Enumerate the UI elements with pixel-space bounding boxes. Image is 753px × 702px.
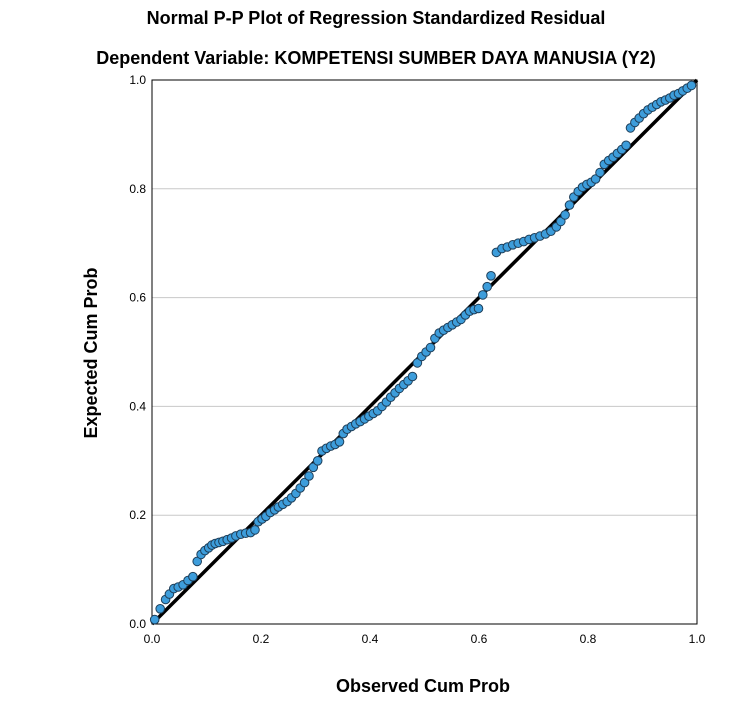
- chart-title: Normal P-P Plot of Regression Standardiz…: [147, 8, 606, 28]
- data-point: [686, 80, 697, 91]
- y-tick-label: 0.0: [129, 617, 146, 631]
- x-tick-label: 0.0: [144, 632, 161, 646]
- x-tick-labels: 0.0 0.2 0.4 0.6 0.8 1.0: [144, 632, 706, 646]
- data-point: [250, 525, 260, 535]
- data-point: [595, 167, 605, 178]
- data-point: [304, 471, 314, 481]
- data-point: [482, 281, 493, 292]
- data-point: [412, 358, 423, 368]
- y-tick-labels: 0.0 0.2 0.4 0.6 0.8 1.0: [129, 73, 146, 631]
- x-tick-label: 1.0: [689, 632, 706, 646]
- data-point: [188, 571, 198, 582]
- data-points: [149, 80, 697, 625]
- data-point: [556, 216, 566, 227]
- x-axis-label: Observed Cum Prob: [336, 676, 510, 696]
- data-point: [621, 140, 631, 151]
- data-point: [560, 210, 570, 220]
- x-tick-label: 0.2: [253, 632, 270, 646]
- data-point: [473, 303, 484, 314]
- y-tick-label: 0.4: [129, 399, 146, 413]
- data-point: [149, 614, 160, 625]
- grid-lines: [152, 188, 697, 516]
- data-point: [478, 290, 488, 300]
- data-point: [564, 200, 575, 210]
- data-point: [334, 437, 345, 447]
- data-point: [308, 462, 319, 473]
- data-point: [155, 604, 165, 614]
- data-point: [312, 456, 323, 466]
- x-tick-label: 0.8: [580, 632, 597, 646]
- x-tick-label: 0.4: [362, 632, 379, 646]
- y-tick-label: 0.6: [129, 291, 146, 305]
- y-tick-label: 1.0: [129, 73, 146, 87]
- data-point: [425, 342, 436, 353]
- data-point: [486, 271, 496, 281]
- x-tick-label: 0.6: [471, 632, 488, 646]
- y-tick-label: 0.8: [129, 182, 146, 196]
- y-tick-label: 0.2: [129, 508, 146, 522]
- y-axis-label: Expected Cum Prob: [81, 267, 101, 438]
- plot-frame: [151, 79, 698, 625]
- data-point: [590, 174, 601, 184]
- chart-subtitle: Dependent Variable: KOMPETENSI SUMBER DA…: [96, 48, 655, 68]
- data-point: [299, 477, 310, 488]
- data-point: [407, 371, 418, 382]
